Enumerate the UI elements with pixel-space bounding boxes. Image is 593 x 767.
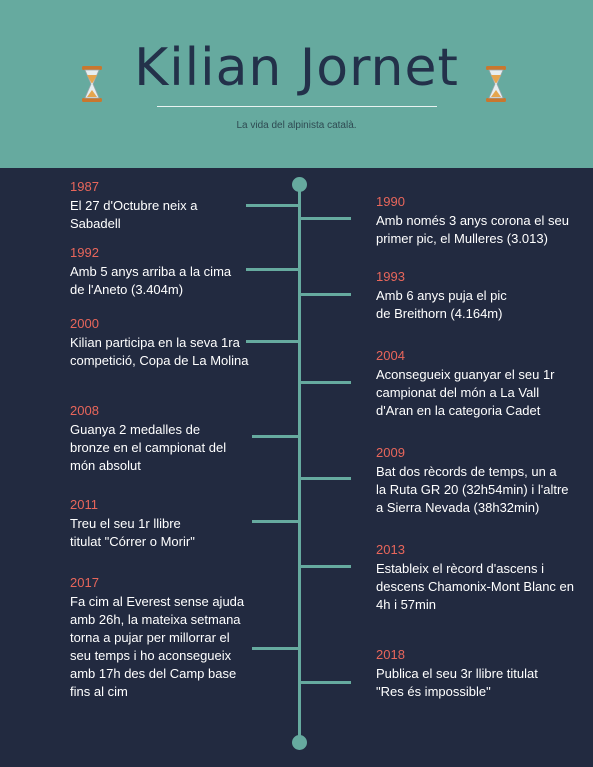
- timeline-event: 2000 Kilian participa en la seva 1ra com…: [70, 315, 255, 370]
- connector-right-2004: [299, 381, 351, 384]
- connector-right-2013: [299, 565, 351, 568]
- timeline-event: 1990 Amb només 3 anys corona el seu prim…: [376, 193, 576, 248]
- event-year: 2017: [70, 575, 99, 590]
- hourglass-icon: [82, 66, 102, 102]
- connector-left-2008: [252, 435, 299, 438]
- event-description: Bat dos rècords de temps, un a la Ruta G…: [376, 464, 569, 515]
- header-banner: Kilian Jornet La vida del alpinista cata…: [0, 0, 593, 168]
- timeline-event: 1987 El 27 d'Octubre neix a Sabadell: [70, 178, 250, 233]
- event-description: Amb 5 anys arriba a la cima de l'Aneto (…: [70, 264, 232, 297]
- timeline-event: 2009 Bat dos rècords de temps, un a la R…: [376, 444, 581, 517]
- event-description: Aconsegueix guanyar el seu 1r campionat …: [376, 367, 555, 418]
- timeline-event: 2011 Treu el seu 1r llibre titulat "Córr…: [70, 496, 250, 551]
- event-year: 1993: [376, 269, 405, 284]
- event-year: 2013: [376, 542, 405, 557]
- event-description: Kilian participa en la seva 1ra competic…: [70, 335, 249, 368]
- connector-right-1993: [299, 293, 351, 296]
- title-divider: [157, 106, 437, 107]
- event-year: 2018: [376, 647, 405, 662]
- connector-right-2009: [299, 477, 351, 480]
- timeline-start-dot: [292, 177, 307, 192]
- event-description: Guanya 2 medalles de bronze en el campio…: [70, 422, 227, 473]
- connector-left-2017: [252, 647, 299, 650]
- event-year: 2000: [70, 316, 99, 331]
- timeline-event: 1993 Amb 6 anys puja el pic de Breithorn…: [376, 268, 576, 323]
- connector-left-2011: [252, 520, 299, 523]
- event-description: Treu el seu 1r llibre titulat "Córrer o …: [70, 516, 195, 549]
- event-year: 2009: [376, 445, 405, 460]
- event-year: 1992: [70, 245, 99, 260]
- timeline-event: 1992 Amb 5 anys arriba a la cima de l'An…: [70, 244, 250, 299]
- hourglass-icon: [486, 66, 506, 102]
- connector-left-1992: [246, 268, 299, 271]
- timeline-event: 2013 Estableix el rècord d'ascens i desc…: [376, 541, 581, 614]
- event-description: Estableix el rècord d'ascens i descens C…: [376, 561, 574, 612]
- event-description: Publica el seu 3r llibre titulat "Res és…: [376, 666, 538, 699]
- connector-right-1990: [299, 217, 351, 220]
- event-year: 1987: [70, 179, 99, 194]
- event-description: Fa cim al Everest sense ajuda amb 26h, l…: [70, 594, 245, 699]
- timeline-event: 2017 Fa cim al Everest sense ajuda amb 2…: [70, 574, 250, 701]
- connector-right-2018: [299, 681, 351, 684]
- timeline-end-dot: [292, 735, 307, 750]
- timeline-event: 2008 Guanya 2 medalles de bronze en el c…: [70, 402, 250, 475]
- event-description: Amb 6 anys puja el pic de Breithorn (4.1…: [376, 288, 507, 321]
- timeline-axis: [298, 183, 301, 743]
- connector-left-1987: [246, 204, 299, 207]
- event-description: El 27 d'Octubre neix a Sabadell: [70, 198, 198, 231]
- page-subtitle: La vida del alpinista català.: [236, 120, 357, 131]
- event-description: Amb només 3 anys corona el seu primer pi…: [376, 213, 569, 246]
- connector-left-2000: [246, 340, 299, 343]
- event-year: 2004: [376, 348, 405, 363]
- page-title: Kilian Jornet: [134, 38, 459, 98]
- timeline-event: 2004 Aconsegueix guanyar el seu 1r campi…: [376, 347, 576, 420]
- event-year: 2011: [70, 497, 98, 512]
- event-year: 2008: [70, 403, 99, 418]
- timeline-event: 2018 Publica el seu 3r llibre titulat "R…: [376, 646, 576, 701]
- event-year: 1990: [376, 194, 405, 209]
